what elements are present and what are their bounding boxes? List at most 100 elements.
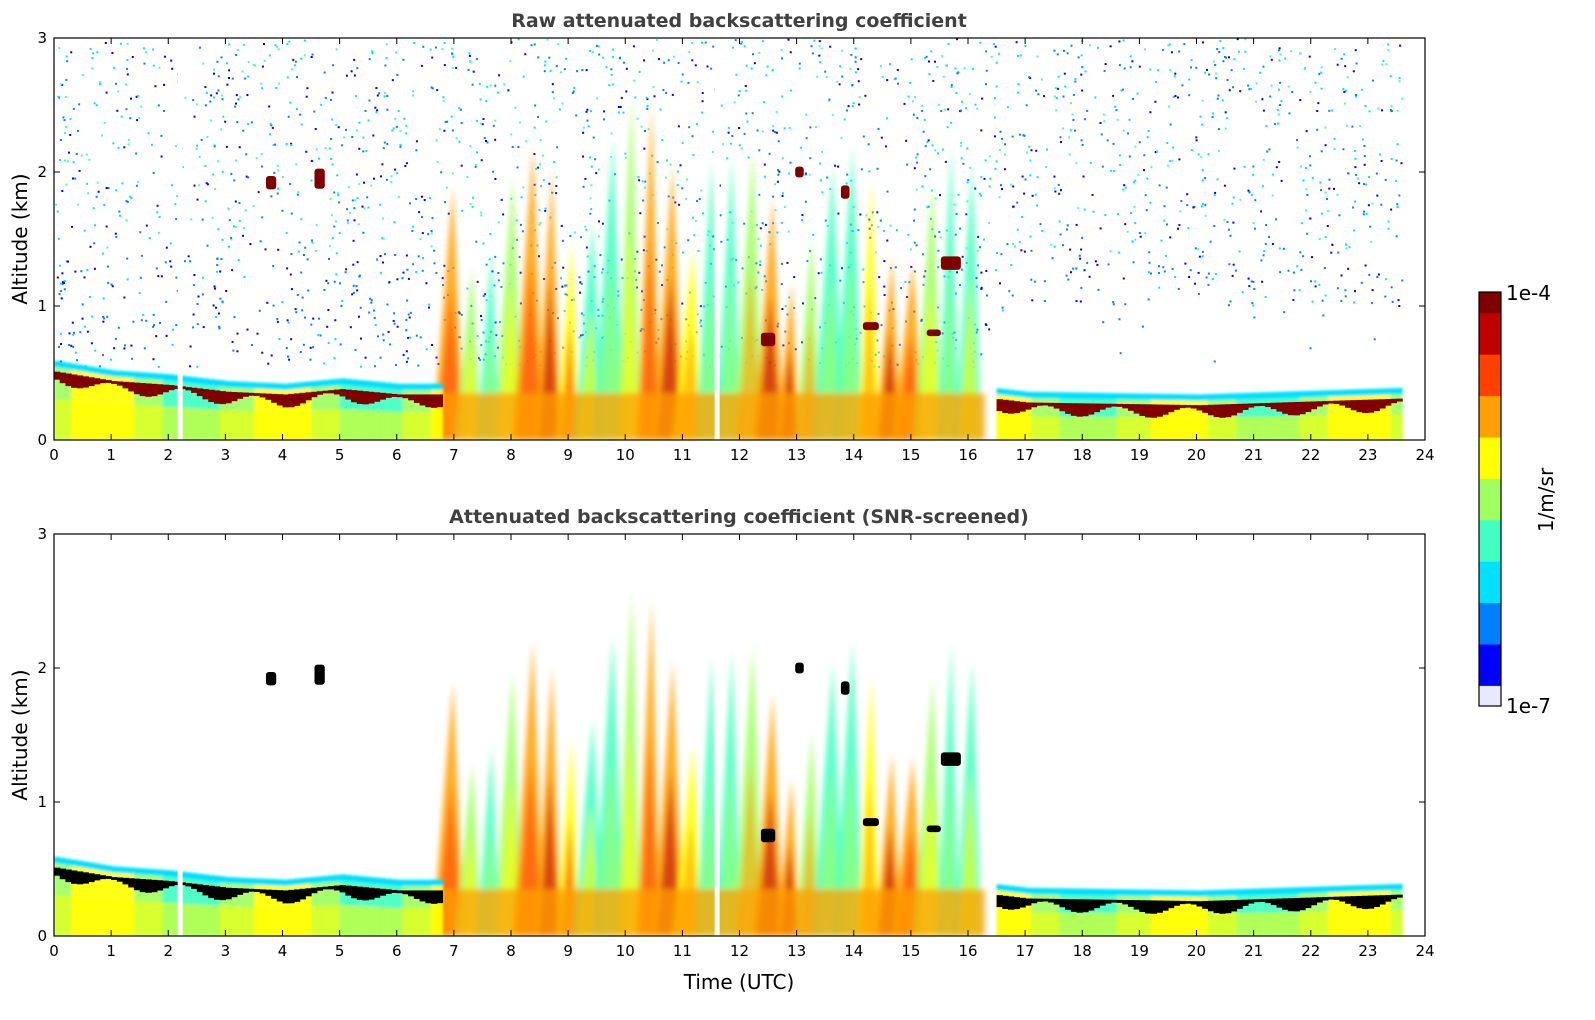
saturated-cloud (1287, 898, 1295, 912)
saturated-cloud (1070, 403, 1078, 416)
noise-pixel (469, 61, 472, 64)
noise-pixel (847, 105, 850, 108)
bl-lower (1105, 417, 1112, 440)
saturated-cloud (122, 381, 129, 389)
bl-lower (145, 901, 152, 936)
noise-pixel (548, 56, 551, 59)
noise-pixel (479, 211, 482, 214)
noise-pixel (421, 232, 424, 235)
noise-pixel (543, 64, 546, 67)
noise-pixel (485, 100, 488, 103)
noise-pixel (759, 263, 762, 266)
noise-pixel (954, 292, 957, 295)
noise-pixel (820, 179, 823, 182)
colorbar-cell (1479, 381, 1501, 390)
bl-lower (1053, 912, 1060, 936)
y-tick-label: 0 (37, 431, 47, 449)
boundary-layer (54, 360, 1403, 440)
noise-pixel (376, 94, 379, 97)
noise-pixel (1114, 105, 1117, 108)
noise-pixel (1385, 63, 1388, 66)
noise-pixel (495, 334, 498, 337)
cloud-edge (1036, 887, 1043, 895)
noise-pixel (218, 312, 220, 315)
noise-pixel (486, 85, 489, 88)
noise-pixel (72, 177, 74, 180)
noise-pixel (152, 48, 155, 51)
noise-pixel (58, 264, 61, 267)
bl-lower (225, 410, 232, 440)
saturated-cloud (333, 389, 341, 395)
noise-pixel (204, 164, 207, 167)
elevated-cloud (795, 662, 804, 674)
noise-pixel (1188, 78, 1191, 81)
noise-pixel (1219, 40, 1222, 43)
noise-pixel (62, 116, 65, 119)
noise-pixel (457, 311, 460, 314)
cloud-edge (111, 866, 118, 873)
colorbar-cell (1479, 533, 1501, 541)
noise-pixel (804, 173, 807, 176)
noise-pixel (681, 73, 684, 76)
noise-pixel (1141, 325, 1144, 328)
cloud-edge (1339, 389, 1346, 397)
noise-pixel (955, 213, 958, 215)
noise-pixel (296, 294, 299, 296)
noise-pixel (1260, 210, 1263, 213)
noise-pixel (588, 156, 591, 159)
noise-pixel (681, 187, 684, 190)
noise-pixel (950, 84, 953, 87)
noise-pixel (339, 282, 341, 285)
noise-pixel (364, 109, 367, 112)
noise-pixel (942, 75, 945, 78)
cloud-edge (1276, 887, 1283, 895)
noise-pixel (557, 43, 560, 46)
noise-pixel (697, 249, 700, 252)
saturated-cloud (316, 887, 324, 891)
noise-pixel (657, 329, 660, 332)
noise-pixel (383, 141, 386, 144)
noise-pixel (761, 288, 764, 291)
noise-pixel (1091, 194, 1094, 196)
saturated-cloud (145, 383, 152, 397)
noise-pixel (1363, 155, 1366, 157)
noise-pixel (553, 161, 556, 163)
saturated-cloud (1025, 402, 1032, 410)
cloud-edge (1253, 888, 1260, 895)
noise-pixel (368, 58, 371, 61)
noise-pixel (981, 97, 984, 100)
noise-pixel (268, 105, 271, 108)
noise-pixel (733, 101, 736, 104)
noise-pixel (1094, 260, 1097, 263)
noise-pixel (272, 264, 275, 267)
noise-pixel (497, 272, 500, 274)
noise-pixel (565, 57, 567, 60)
noise-pixel (636, 286, 638, 289)
noise-pixel (578, 336, 581, 339)
noise-pixel (165, 246, 168, 249)
noise-pixel (909, 248, 912, 251)
noise-pixel (60, 290, 62, 293)
noise-pixel (533, 126, 536, 129)
noise-pixel (930, 189, 933, 192)
noise-pixel (295, 163, 298, 166)
noise-pixel (1036, 176, 1039, 179)
saturated-cloud (1322, 897, 1329, 901)
noise-pixel (1072, 119, 1075, 121)
noise-pixel (1132, 98, 1135, 100)
noise-pixel (1354, 200, 1356, 203)
saturated-cloud (259, 889, 266, 894)
noise-pixel (386, 143, 389, 145)
saturated-cloud (425, 890, 432, 904)
cloud-edge (253, 878, 261, 885)
noise-pixel (859, 331, 862, 334)
y-axis-label: Altitude (km) (8, 669, 32, 800)
x-tick-label: 21 (1244, 942, 1263, 960)
noise-pixel (1074, 78, 1077, 80)
bl-lower (231, 906, 238, 936)
noise-pixel (786, 261, 789, 264)
noise-pixel (119, 214, 122, 217)
cloud-edge (271, 879, 278, 886)
cloud-edge (208, 379, 215, 386)
saturated-cloud (1059, 403, 1066, 412)
